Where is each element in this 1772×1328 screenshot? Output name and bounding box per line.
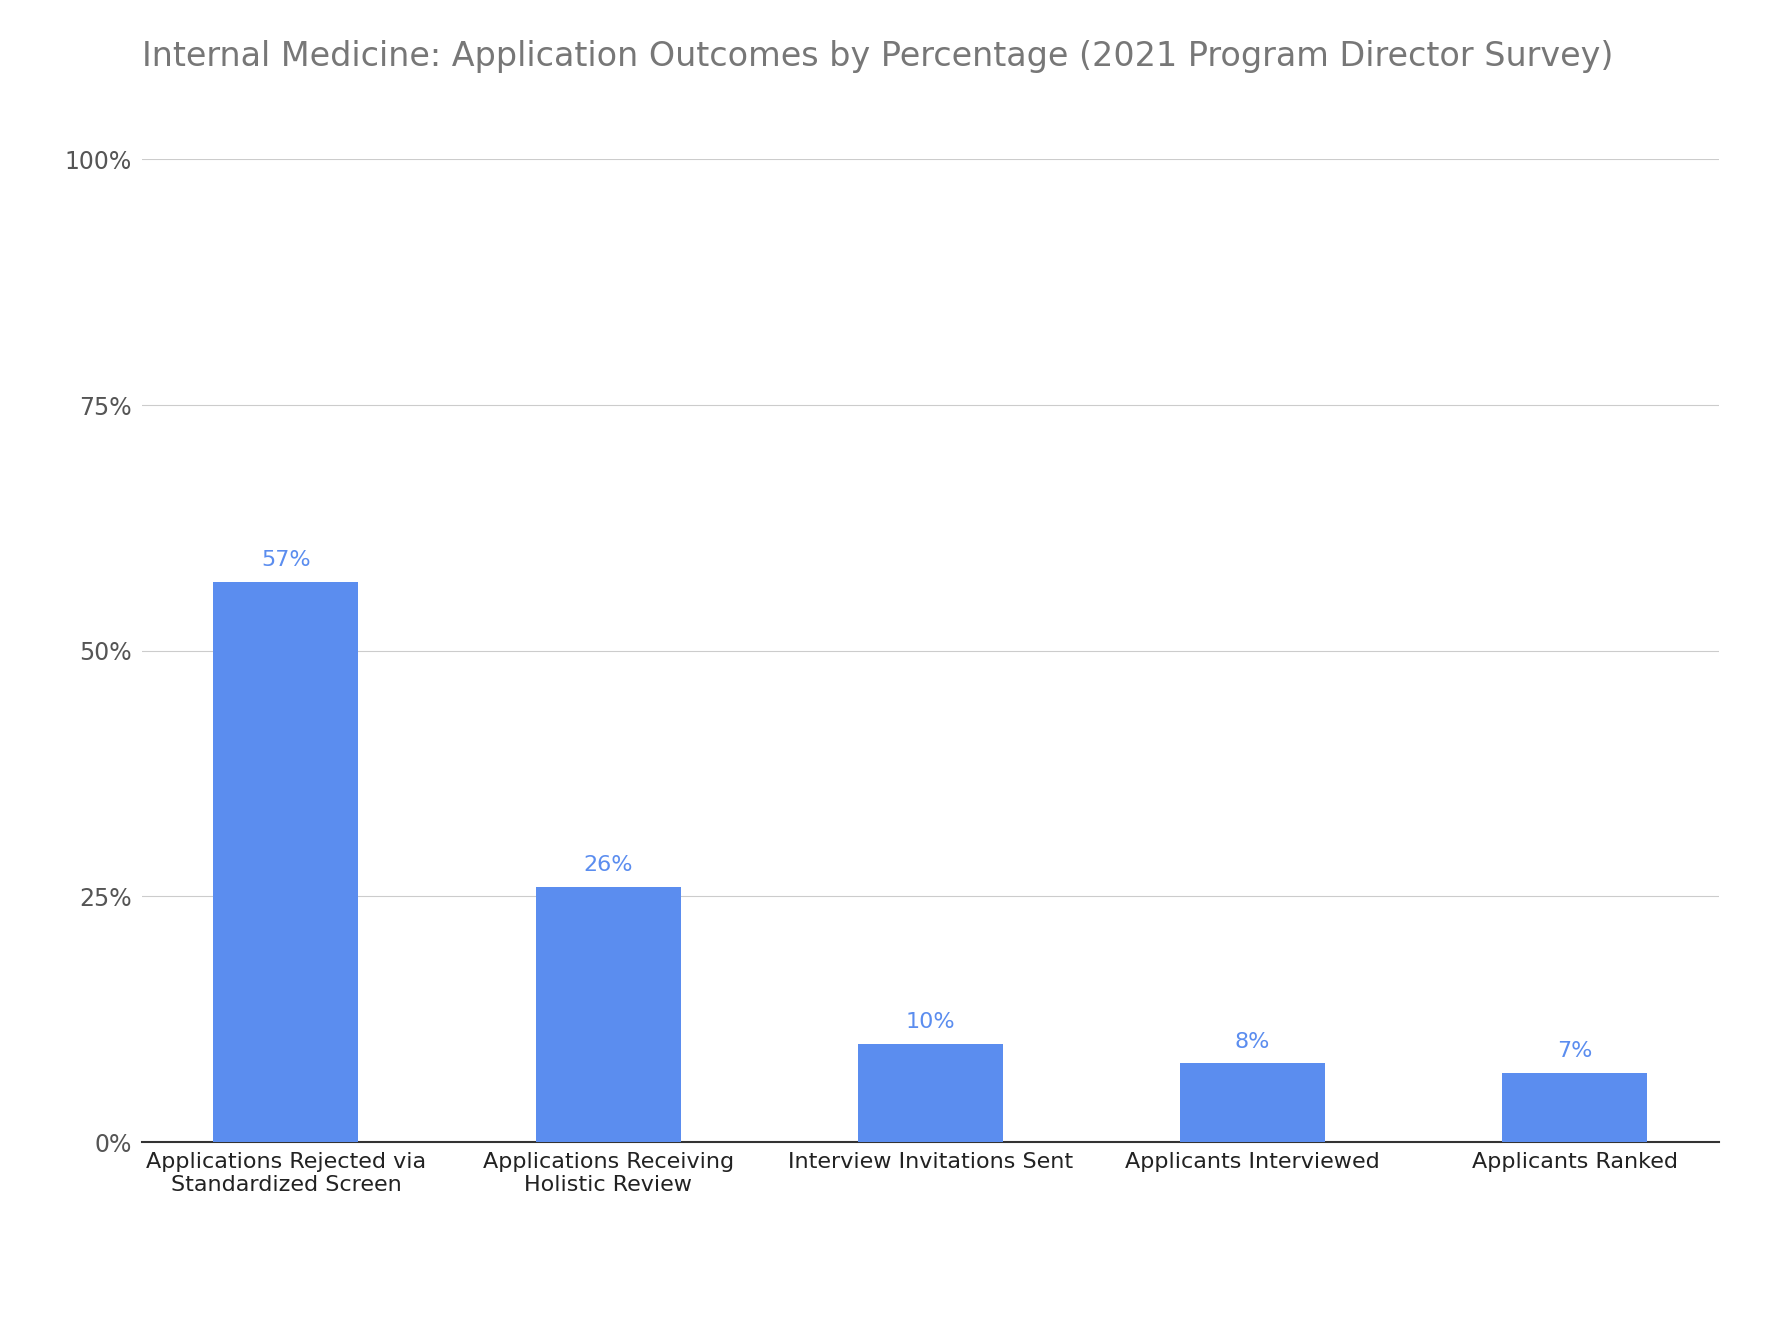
Text: 7%: 7% xyxy=(1558,1041,1593,1061)
Text: Internal Medicine: Application Outcomes by Percentage (2021 Program Director Sur: Internal Medicine: Application Outcomes … xyxy=(142,40,1613,73)
Text: 8%: 8% xyxy=(1235,1032,1271,1052)
Bar xyxy=(535,887,680,1142)
Text: 26%: 26% xyxy=(583,855,633,875)
Text: 10%: 10% xyxy=(905,1012,955,1032)
Bar xyxy=(858,1044,1003,1142)
Bar xyxy=(1503,1073,1648,1142)
Bar xyxy=(213,582,358,1142)
Text: 57%: 57% xyxy=(260,550,310,570)
Bar xyxy=(1180,1064,1325,1142)
